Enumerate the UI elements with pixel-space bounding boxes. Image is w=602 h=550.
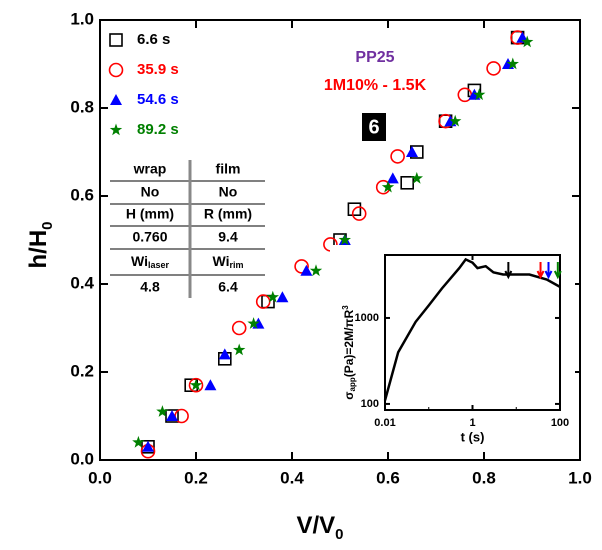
y-tick-label: 0.4 xyxy=(70,273,94,292)
x-tick-label: 100 xyxy=(551,417,569,429)
point xyxy=(516,31,529,43)
text-part: Wi xyxy=(131,253,148,269)
point xyxy=(132,435,145,448)
x-tick-label: 1 xyxy=(469,417,475,429)
y-tick-label: 0.0 xyxy=(70,449,94,468)
table-cell: No xyxy=(219,184,238,200)
table-cell: 9.4 xyxy=(218,229,238,245)
legend-label: 89.2 s xyxy=(137,121,179,138)
table-cell: 6.4 xyxy=(218,279,238,295)
table-cell: 4.8 xyxy=(140,279,160,295)
y-tick-label: 100 xyxy=(361,398,379,410)
text-part: rim xyxy=(229,260,243,270)
point xyxy=(486,61,501,76)
point xyxy=(390,149,405,164)
x-tick-label: 0.01 xyxy=(374,417,395,429)
annotation: 1M10% - 1.5K xyxy=(324,77,427,94)
text-part: laser xyxy=(148,260,170,270)
point xyxy=(231,320,247,336)
arrow xyxy=(544,262,553,280)
x-tick-label: 0.2 xyxy=(184,468,208,487)
text-part: V/V xyxy=(296,512,335,539)
x-tick-label: 0.8 xyxy=(472,468,496,487)
badge xyxy=(362,113,386,141)
table-cell: No xyxy=(141,184,160,200)
x-axis-label: V/V0 xyxy=(296,512,343,543)
annotation: 6 xyxy=(368,116,379,138)
x-tick-label: 0.6 xyxy=(376,468,400,487)
legend-marker xyxy=(110,94,122,105)
legend-label: 54.6 s xyxy=(137,91,179,108)
point xyxy=(309,264,323,277)
x-tick-label: 0.0 xyxy=(88,468,112,487)
line xyxy=(383,257,561,401)
y-tick-label: 0.6 xyxy=(70,185,94,204)
text-part: 3 xyxy=(341,305,350,310)
table-cell: R (mm) xyxy=(204,206,252,222)
point xyxy=(300,264,313,276)
x-axis-label: t (s) xyxy=(461,429,485,444)
arrow xyxy=(553,262,562,280)
text-part: 0 xyxy=(335,526,343,543)
y-tick-label: 0.2 xyxy=(70,361,94,380)
point xyxy=(410,171,423,184)
arrow xyxy=(504,262,513,280)
arrow xyxy=(536,262,545,280)
point xyxy=(406,146,418,157)
legend-marker xyxy=(109,33,123,47)
text-part: Wi xyxy=(213,253,230,269)
annotation: PP25 xyxy=(355,49,394,66)
legend-label: 6.6 s xyxy=(137,31,170,48)
point xyxy=(233,343,246,356)
table-cell: Wirim xyxy=(213,253,244,271)
y-tick-label: 1.0 xyxy=(70,9,94,28)
y-axis-label: h/H0 xyxy=(25,221,56,268)
point xyxy=(338,233,351,246)
y-axis-label: σapp(Pa)=2M/πR3 xyxy=(341,305,357,400)
point xyxy=(247,317,260,329)
y-tick-label: 0.8 xyxy=(70,97,94,116)
text-part: h/H xyxy=(25,230,52,269)
point xyxy=(204,379,217,391)
point xyxy=(400,176,415,190)
point xyxy=(156,405,169,417)
point xyxy=(381,180,395,193)
point xyxy=(521,35,534,48)
table-cell: 0.760 xyxy=(132,229,167,245)
point xyxy=(166,410,178,421)
legend-marker xyxy=(109,123,123,136)
x-tick-label: 1.0 xyxy=(568,468,592,487)
legend-marker xyxy=(108,62,124,78)
point xyxy=(473,88,486,101)
table-cell: wrap xyxy=(133,161,167,177)
point xyxy=(347,202,362,216)
point xyxy=(276,291,289,303)
text-part: app xyxy=(348,377,357,391)
point xyxy=(294,259,309,274)
point xyxy=(449,114,462,127)
table-cell: H (mm) xyxy=(126,206,174,222)
legend-label: 35.9 s xyxy=(137,61,179,78)
x-tick-label: 0.4 xyxy=(280,468,304,487)
table-cell: Wilaser xyxy=(131,253,170,271)
point xyxy=(386,172,399,184)
point xyxy=(506,57,519,70)
point xyxy=(351,206,367,221)
y-tick-label: 1000 xyxy=(355,312,379,324)
text-part: (Pa)=2M/πR xyxy=(342,309,356,377)
text-part: 0 xyxy=(39,221,56,229)
x-minor-ticks xyxy=(384,407,561,410)
point xyxy=(189,378,203,391)
point xyxy=(218,348,231,360)
point xyxy=(142,440,154,452)
text-part: σ xyxy=(342,392,356,400)
plot-frame xyxy=(384,254,561,411)
table-cell: film xyxy=(216,161,241,177)
point xyxy=(266,290,279,303)
